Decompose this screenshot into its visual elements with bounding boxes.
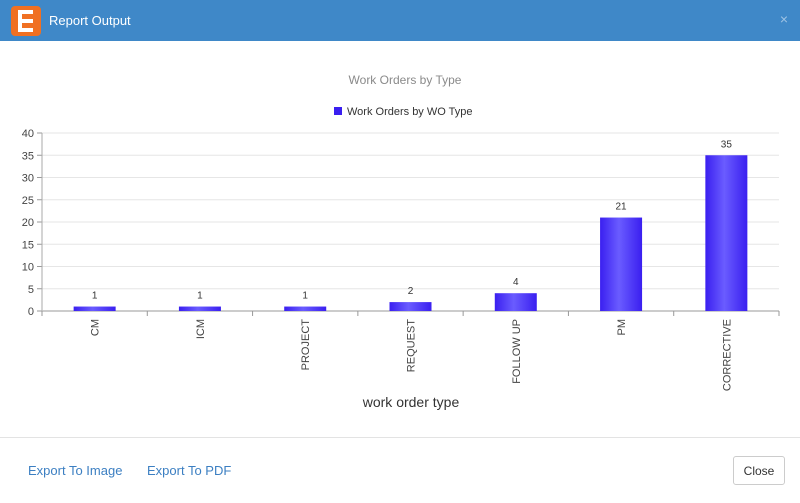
close-button[interactable]: Close — [733, 456, 785, 485]
y-tick-label: 25 — [22, 195, 34, 207]
bar[interactable] — [494, 293, 537, 311]
y-tick-label: 10 — [22, 262, 34, 274]
export-to-image-link[interactable]: Export To Image — [28, 463, 123, 478]
x-tick-label: CM — [90, 319, 102, 336]
data-label: 4 — [513, 277, 519, 288]
bar[interactable] — [389, 302, 432, 311]
data-label: 21 — [616, 202, 628, 213]
y-tick-label: 40 — [22, 128, 34, 140]
x-tick-label: FOLLOW UP — [511, 319, 523, 384]
footer-divider — [0, 437, 800, 438]
dialog-header: Report Output × — [0, 0, 800, 41]
dialog-title: Report Output — [49, 13, 131, 28]
legend-label[interactable]: Work Orders by WO Type — [347, 106, 473, 118]
data-label: 1 — [302, 291, 308, 302]
data-label: 35 — [721, 139, 733, 150]
y-tick-label: 15 — [22, 239, 34, 251]
chart-title: Work Orders by Type — [349, 73, 462, 87]
bar[interactable] — [178, 306, 221, 311]
bar[interactable] — [705, 155, 748, 311]
data-label: 1 — [92, 291, 98, 302]
x-tick-label: CORRECTIVE — [721, 319, 733, 391]
y-tick-label: 0 — [28, 306, 34, 318]
close-icon[interactable]: × — [779, 11, 788, 27]
x-tick-label: PROJECT — [300, 319, 312, 371]
y-tick-label: 30 — [22, 173, 34, 185]
data-label: 1 — [197, 291, 203, 302]
bar[interactable] — [284, 306, 327, 311]
x-axis-title: work order type — [362, 394, 460, 410]
bar-chart: Work Orders by Type Work Orders by WO Ty… — [22, 73, 780, 410]
x-tick-label: ICM — [195, 319, 207, 339]
app-logo-icon — [11, 6, 41, 36]
bar[interactable] — [600, 217, 643, 311]
x-tick-label: REQUEST — [406, 319, 418, 372]
x-tick-label: PM — [616, 319, 628, 336]
data-label: 2 — [408, 286, 414, 297]
y-tick-label: 35 — [22, 150, 34, 162]
bar[interactable] — [73, 306, 116, 311]
export-to-pdf-link[interactable]: Export To PDF — [147, 463, 232, 478]
y-tick-label: 20 — [22, 217, 34, 229]
legend-swatch — [334, 107, 342, 115]
y-tick-label: 5 — [28, 284, 34, 296]
